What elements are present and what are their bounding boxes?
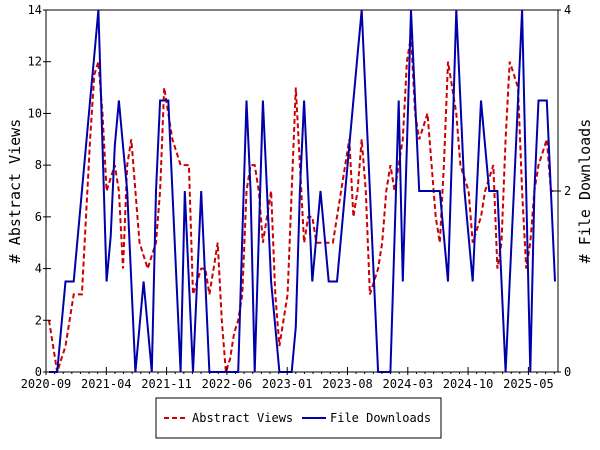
legend-label-file-downloads: File Downloads (330, 411, 431, 425)
series-line-abstract-views (48, 35, 555, 373)
plot-area (45, 9, 559, 373)
x-tick-label: 2023-08 (322, 377, 373, 391)
legend-label-abstract-views: Abstract Views (192, 411, 293, 425)
right-tick-label: 0 (564, 365, 571, 379)
x-tick-label: 2020-09 (21, 377, 72, 391)
left-tick-label: 0 (35, 365, 42, 379)
x-tick-label: 2024-10 (443, 377, 494, 391)
series-line-file-downloads (49, 9, 556, 373)
legend-box (155, 397, 442, 439)
left-tick-label: 4 (35, 262, 42, 276)
left-tick-label: 2 (35, 313, 42, 327)
x-tick-label: 2024-03 (383, 377, 434, 391)
x-axis: 2020-09 2021-04 2021-11 2022-06 2023-01 2023-… (21, 367, 555, 391)
x-tick-label: 2023-01 (262, 377, 313, 391)
x-tick-label: 2021-11 (141, 377, 192, 391)
x-tick-label: 2025-05 (503, 377, 554, 391)
x-tick-label: 2021-04 (81, 377, 132, 391)
left-tick-label: 6 (35, 210, 42, 224)
right-y-axis: 0 2 4 (553, 3, 571, 379)
right-tick-label: 2 (564, 184, 571, 198)
left-y-axis: 0 2 4 6 8 10 12 14 (28, 3, 51, 379)
left-tick-label: 12 (28, 55, 42, 69)
left-tick-label: 14 (28, 3, 42, 17)
x-tick-label: 2022-06 (202, 377, 253, 391)
right-tick-label: 4 (564, 3, 571, 17)
legend: Abstract Views File Downloads (155, 397, 442, 439)
left-axis-title: # Abstract Views (6, 119, 24, 264)
left-tick-label: 10 (28, 106, 42, 120)
right-axis-title: # File Downloads (576, 119, 594, 264)
left-tick-label: 8 (35, 158, 42, 172)
